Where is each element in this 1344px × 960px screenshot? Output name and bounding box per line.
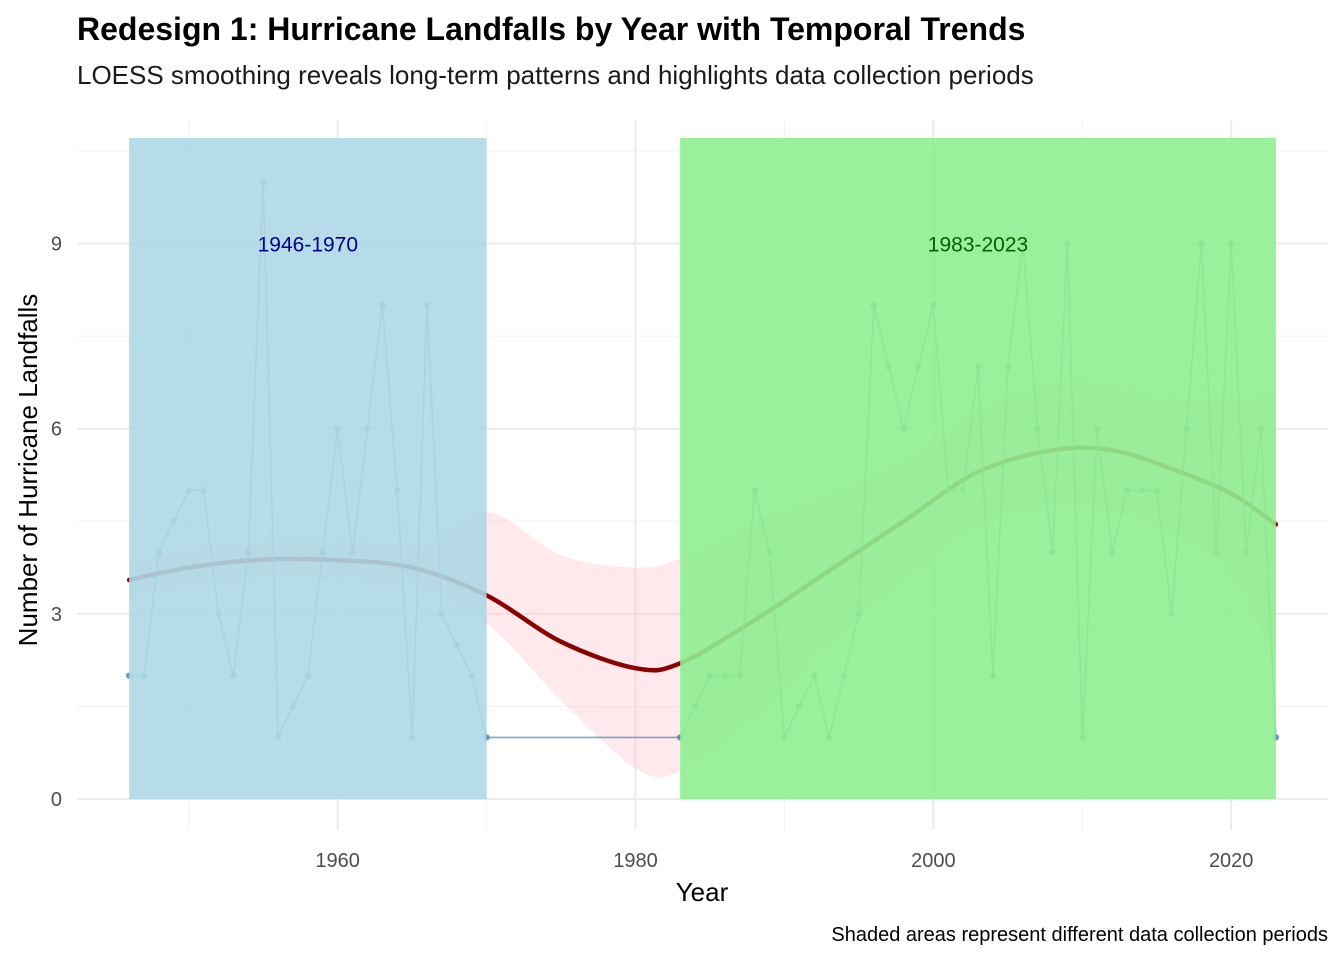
x-tick-label: 1960 xyxy=(315,850,360,872)
y-tick-label: 0 xyxy=(51,789,62,811)
y-axis-ticks: 0 3 6 9 xyxy=(51,233,62,811)
y-tick-label: 6 xyxy=(51,419,62,441)
x-axis-ticks: 1960 1980 2000 2020 xyxy=(315,850,1253,872)
chart-subtitle: LOESS smoothing reveals long-term patter… xyxy=(77,60,1034,90)
period-labels: 1946-1970 1983-2023 xyxy=(129,138,1276,800)
period-band xyxy=(680,138,1276,800)
period-label: 1983-2023 xyxy=(928,233,1028,256)
x-axis-title: Year xyxy=(676,877,729,907)
y-axis-title: Number of Hurricane Landfalls xyxy=(13,294,43,647)
x-tick-label: 2020 xyxy=(1209,850,1254,872)
chart-title: Redesign 1: Hurricane Landfalls by Year … xyxy=(77,11,1025,47)
y-tick-label: 3 xyxy=(51,604,62,626)
period-label: 1946-1970 xyxy=(258,233,358,256)
x-tick-label: 1980 xyxy=(613,850,658,872)
x-tick-label: 2000 xyxy=(911,850,956,872)
period-band xyxy=(129,138,487,800)
y-tick-label: 9 xyxy=(51,233,62,255)
chart-caption: Shaded areas represent different data co… xyxy=(831,924,1328,946)
